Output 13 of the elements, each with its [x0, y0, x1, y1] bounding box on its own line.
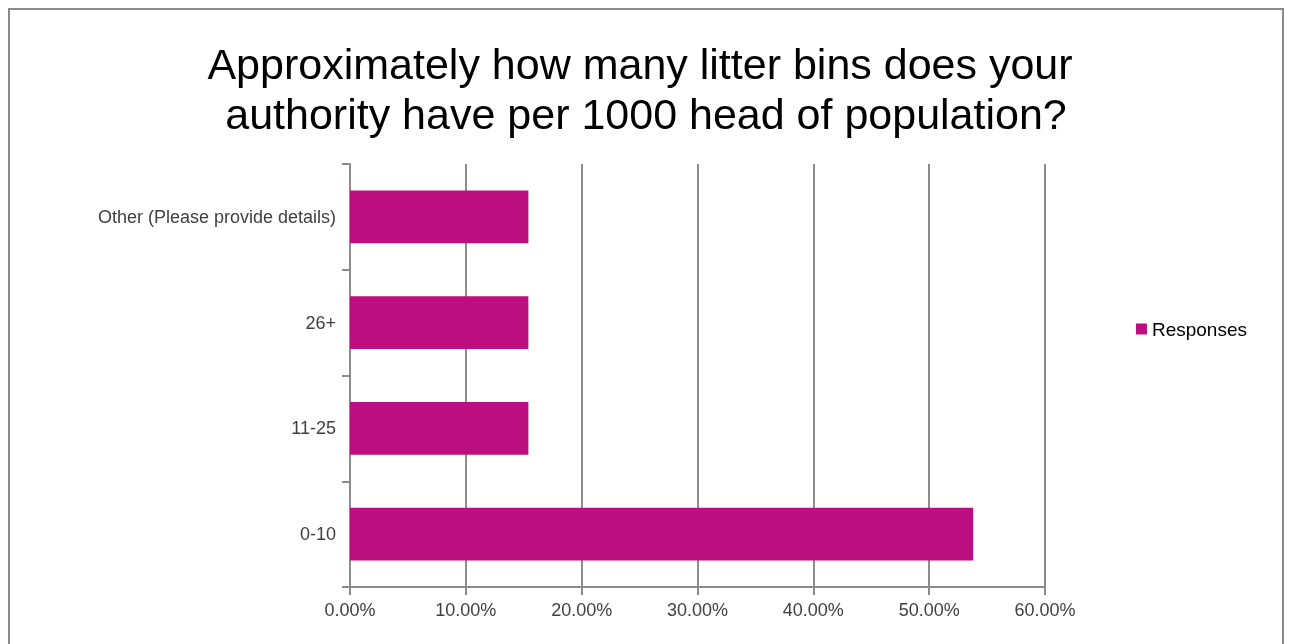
y-tick-label: 26+ [305, 312, 336, 333]
y-tick-label: 0-10 [299, 524, 336, 545]
x-tick-label: 60.00% [1014, 600, 1076, 620]
x-tick-label: 20.00% [551, 600, 613, 620]
x-tick-label: 30.00% [666, 600, 729, 620]
legend-label: Responses [1151, 318, 1248, 340]
x-tick-label: 10.00% [435, 600, 497, 620]
chart-title: Approximately how many litter bins does your authority have per 1000 head of population? [207, 40, 1085, 138]
x-tick-label: 0.00% [324, 600, 376, 620]
y-tick-label: 11-25 [291, 418, 336, 439]
x-tick-label: 50.00% [898, 600, 960, 620]
y-tick-label: Other (Please provide details) [97, 206, 336, 227]
x-tick-label: 40.00% [782, 600, 844, 620]
